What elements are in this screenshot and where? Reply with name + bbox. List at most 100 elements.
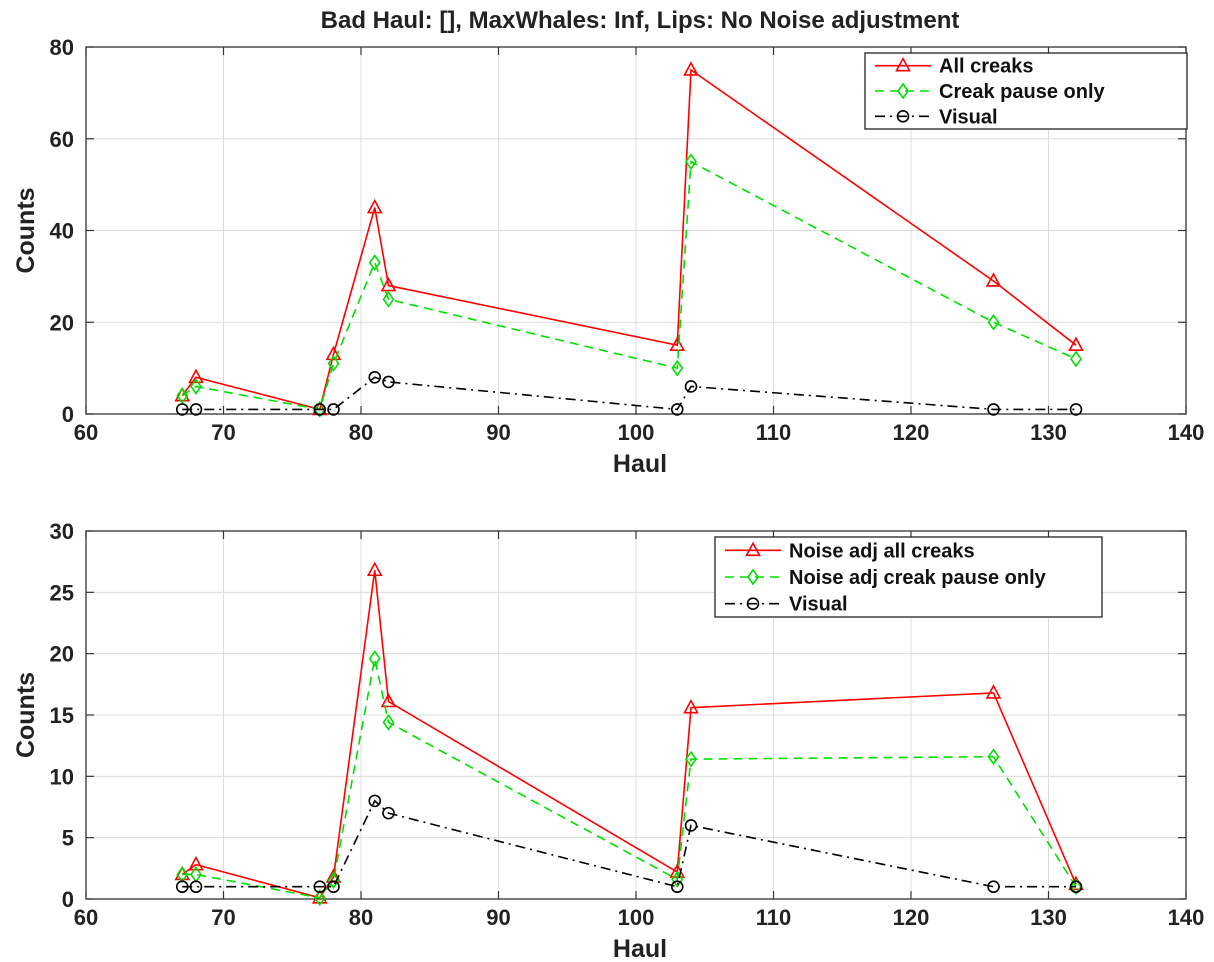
x-tick-label: 120 xyxy=(893,905,930,930)
series-line xyxy=(182,376,1076,411)
data-point xyxy=(671,359,684,377)
legend-marker xyxy=(746,597,760,610)
x-tick-label: 110 xyxy=(756,905,792,930)
series-line xyxy=(181,570,1077,899)
data-point xyxy=(188,368,204,384)
x-tick-label: 60 xyxy=(74,420,98,445)
data-point xyxy=(382,806,395,820)
data-point xyxy=(382,375,395,389)
y-tick-label: 25 xyxy=(50,580,74,605)
y-tick-label: 10 xyxy=(50,764,74,789)
data-point xyxy=(313,403,327,416)
legend-label: Noise adj creak pause only xyxy=(789,567,1047,589)
legend-label: Visual xyxy=(939,106,998,128)
data-point xyxy=(327,403,340,416)
data-point xyxy=(174,865,191,881)
data-point xyxy=(684,380,698,393)
data-point xyxy=(366,561,383,577)
series-line xyxy=(182,799,1076,888)
series-creak-pause-only xyxy=(176,153,1082,418)
data-point xyxy=(382,290,395,308)
y-axis-label: Counts xyxy=(12,672,40,758)
data-point xyxy=(175,880,189,894)
data-point xyxy=(325,345,342,361)
y-tick-label: 30 xyxy=(50,519,74,544)
data-point xyxy=(368,370,382,384)
data-point xyxy=(685,153,697,171)
series-visual xyxy=(175,370,1083,416)
y-tick-label: 0 xyxy=(62,887,74,912)
y-tick-label: 15 xyxy=(50,703,74,728)
x-tick-label: 130 xyxy=(1030,905,1067,930)
data-point xyxy=(987,403,1000,416)
data-point xyxy=(174,386,191,402)
data-point xyxy=(670,880,684,894)
data-point xyxy=(368,650,381,667)
x-tick-label: 100 xyxy=(618,420,655,445)
data-point xyxy=(190,378,202,395)
legend-marker xyxy=(897,82,909,100)
x-tick-label: 130 xyxy=(1030,420,1067,445)
legend-label: Creak pause only xyxy=(939,81,1106,103)
data-point xyxy=(188,855,204,871)
data-point xyxy=(327,355,340,372)
legend-marker xyxy=(745,541,761,557)
data-point xyxy=(987,748,1000,766)
data-point xyxy=(189,403,203,416)
data-point xyxy=(368,254,381,271)
data-point xyxy=(985,684,1002,699)
data-point xyxy=(1070,878,1082,896)
data-point xyxy=(327,880,340,894)
x-tick-label: 140 xyxy=(1168,905,1205,930)
data-point xyxy=(683,698,699,714)
y-tick-label: 5 xyxy=(62,826,74,851)
x-tick-label: 80 xyxy=(349,905,373,930)
data-point xyxy=(175,403,189,416)
data-point xyxy=(987,880,1000,894)
figure-title: Bad Haul: [], MaxWhales: Inf, Lips: No N… xyxy=(321,7,960,34)
legend: All creaks Creak pause only Visual xyxy=(864,52,1188,130)
data-point xyxy=(1069,403,1083,416)
data-point xyxy=(189,880,203,894)
data-point xyxy=(368,794,382,808)
x-tick-label: 110 xyxy=(756,420,792,445)
legend: Noise adj all creaks Noise adj creak paus… xyxy=(714,536,1103,618)
legend-label: Visual xyxy=(789,594,848,616)
x-tick-label: 140 xyxy=(1168,420,1205,445)
data-point xyxy=(683,61,699,76)
data-point xyxy=(176,387,189,405)
y-tick-label: 0 xyxy=(62,402,74,427)
data-point xyxy=(313,880,327,894)
series-line xyxy=(181,160,1077,411)
y-tick-label: 20 xyxy=(50,310,74,335)
x-tick-label: 80 xyxy=(349,420,373,445)
data-point xyxy=(987,313,1000,331)
data-point xyxy=(1068,336,1084,351)
data-point xyxy=(685,750,697,768)
data-point xyxy=(1070,350,1082,368)
legend-marker xyxy=(747,568,759,586)
x-tick-label: 70 xyxy=(211,905,235,930)
data-point xyxy=(671,870,684,888)
y-tick-label: 20 xyxy=(50,642,74,667)
data-point xyxy=(313,401,326,418)
legend-marker xyxy=(895,56,911,72)
x-tick-label: 60 xyxy=(74,905,98,930)
data-point xyxy=(669,336,686,351)
legend-label: All creaks xyxy=(939,56,1034,78)
data-point xyxy=(1069,880,1083,894)
data-point xyxy=(382,713,395,731)
legend-label: Noise adj all creaks xyxy=(789,540,975,562)
series-line xyxy=(181,68,1077,411)
x-tick-label: 90 xyxy=(486,905,510,930)
y-tick-label: 60 xyxy=(50,127,74,152)
x-tick-label: 90 xyxy=(486,420,510,445)
x-axis-label: Haul xyxy=(613,450,667,478)
x-tick-label: 70 xyxy=(211,420,235,445)
y-axis-label: Counts xyxy=(12,187,40,273)
data-point xyxy=(684,819,698,832)
x-tick-label: 100 xyxy=(618,905,655,930)
data-point xyxy=(985,272,1002,287)
bottom-panel: 60 70 80 90 100 110 120 130 140 0 5 10 15 20 25 30 Haul C… xyxy=(12,519,1204,962)
